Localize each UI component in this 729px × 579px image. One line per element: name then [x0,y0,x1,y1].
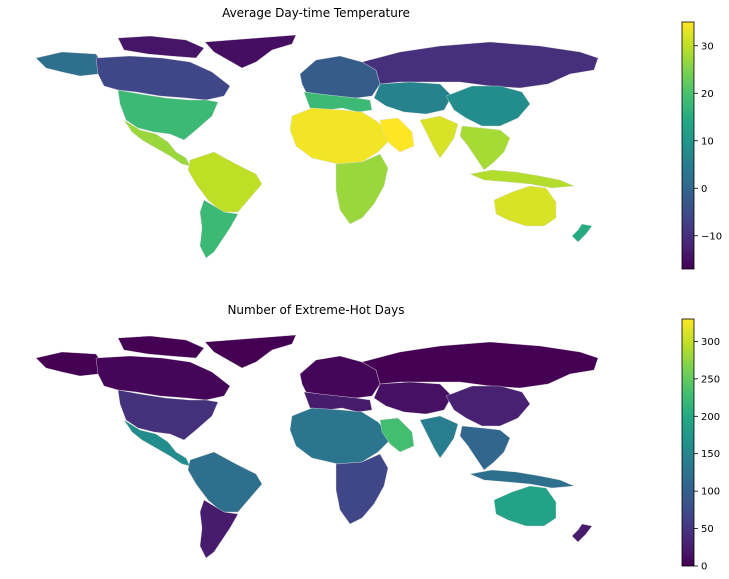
map-title-temperature: Average Day-time Temperature [222,6,410,20]
region-india [419,115,459,159]
colorbar-tick-label: 0 [701,562,707,573]
colorbar-tick-label: 20 [701,89,714,100]
region-south-america-south [199,499,239,559]
region-canada [95,355,231,401]
colorbar-tick-label: 50 [701,524,714,535]
colorbar-tick-label: 100 [701,487,720,498]
region-russia-siberia [361,341,599,389]
region-arabia [379,117,415,153]
choropleth-map-extreme-hot-days [35,334,599,559]
region-india [419,415,459,459]
colorbar-tick-label: 150 [701,449,720,460]
region-southeast-asia [459,425,511,471]
region-new-zealand [571,223,593,243]
region-united-states [117,389,219,441]
region-china [445,85,531,127]
region-southeast-asia [459,125,511,171]
region-africa-north [289,107,393,165]
region-indonesia [469,169,575,189]
colorbar-tick-label: 0 [701,184,707,195]
region-australia [493,485,557,527]
colorbar-tick-label: 10 [701,136,714,147]
colorbar-tick-label: 300 [701,337,720,348]
region-south-america-north [187,151,263,213]
choropleth-map-temperature [35,34,599,259]
colorbar-tick-label: 200 [701,412,720,423]
colorbar-tick-label: 30 [701,41,714,52]
region-south-america-north [187,451,263,513]
region-africa-south [335,453,389,525]
region-australia [493,185,557,227]
map-title-extreme-hot-days: Number of Extreme-Hot Days [227,303,405,317]
region-canada-arctic [117,335,205,359]
region-indonesia [469,469,575,489]
region-united-states [117,89,219,141]
region-central-asia [373,81,453,115]
colorbar-gradient [681,318,695,567]
region-alaska [35,51,101,77]
region-central-asia [373,381,453,415]
region-europe-north [299,55,381,99]
region-arabia [379,417,415,453]
region-canada [95,55,231,101]
region-greenland [204,334,297,369]
colorbar-temperature: −10 0 10 20 30 [681,21,722,270]
region-africa-south [335,153,389,225]
region-south-america-south [199,199,239,259]
region-alaska [35,351,101,377]
region-greenland [204,34,297,69]
region-russia-siberia [361,41,599,89]
region-china [445,385,531,427]
colorbar-tick-label: 250 [701,374,720,385]
region-africa-north [289,407,393,465]
region-canada-arctic [117,35,205,59]
colorbar-tick-label: −10 [701,231,722,242]
colorbar-extreme-hot-days: 0 50 100 150 200 250 300 [681,318,720,573]
region-new-zealand [571,523,593,543]
colorbar-gradient [681,21,695,270]
region-europe-north [299,355,381,399]
